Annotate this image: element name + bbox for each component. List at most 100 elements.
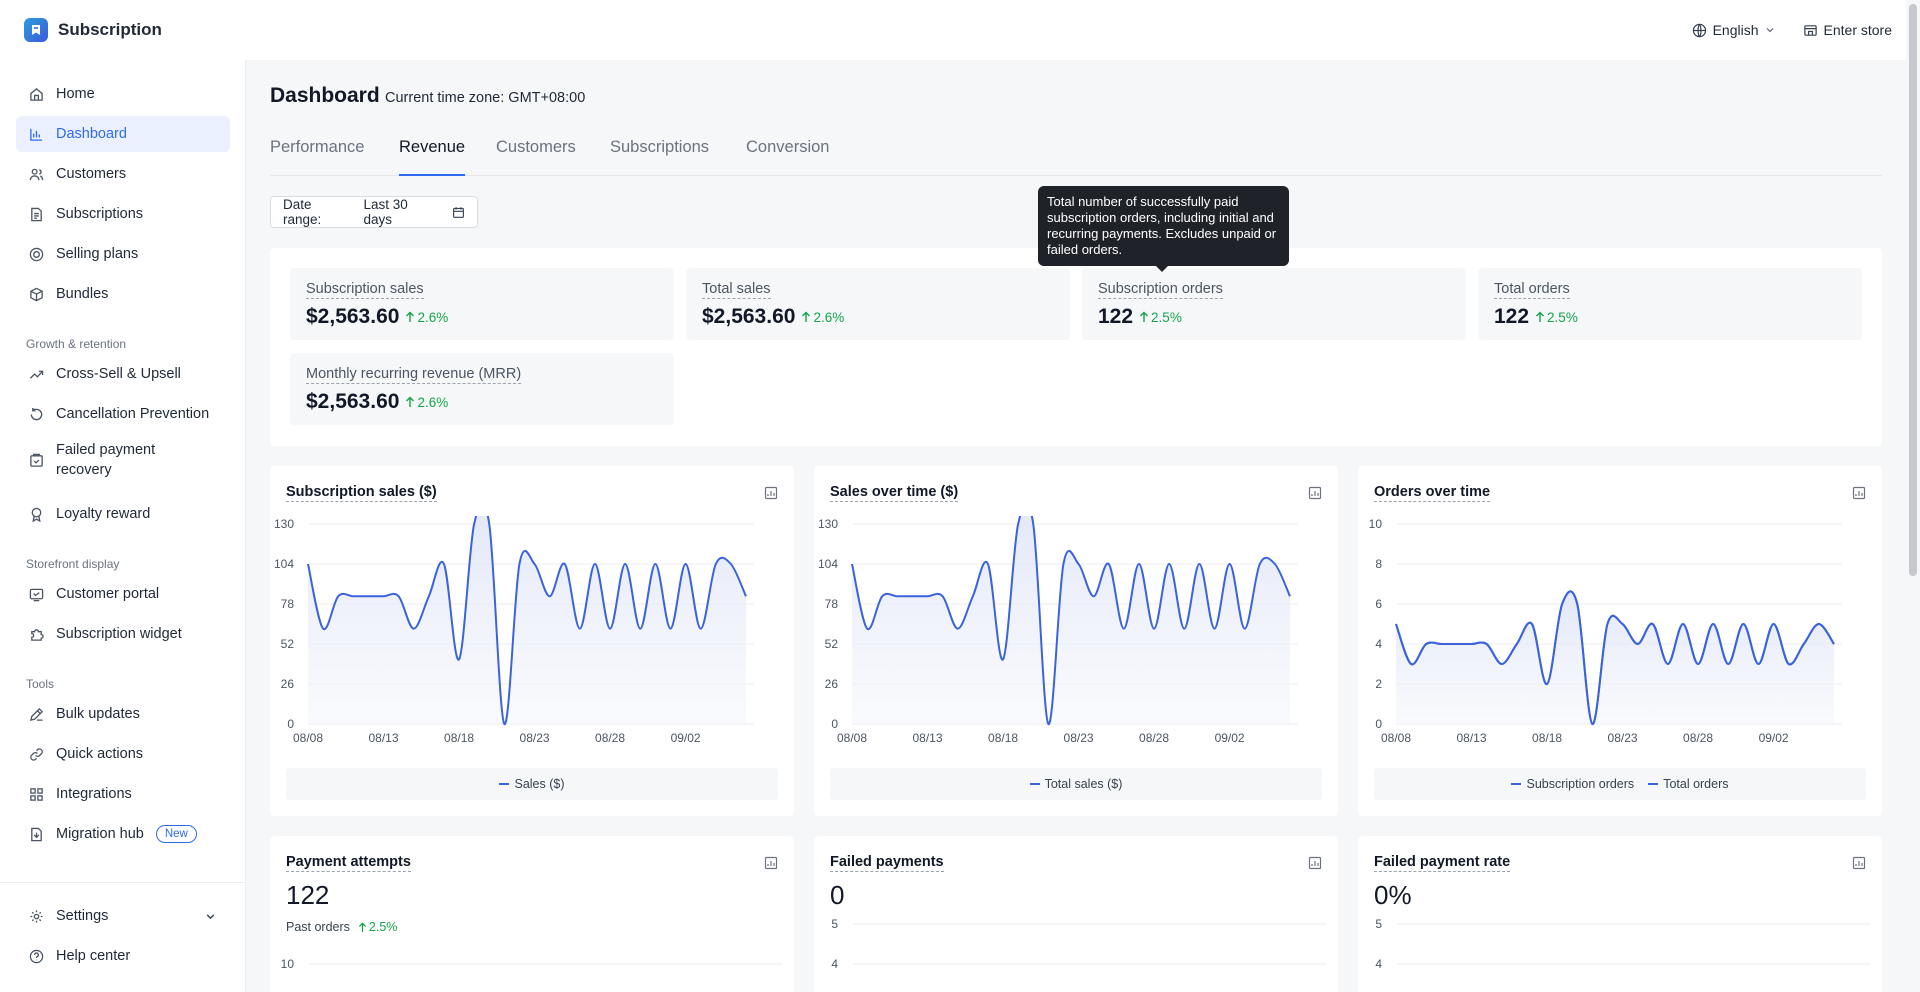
card-payment-attempts: Payment attempts 122 Past orders 2.5% 10… [270, 836, 794, 992]
x-tick-label: 08/13 [913, 731, 943, 745]
y-tick-label: 52 [281, 637, 295, 651]
x-tick-label: 08/08 [293, 731, 323, 745]
box-icon [28, 286, 44, 302]
date-range-picker[interactable]: Date range: Last 30 days [270, 196, 478, 228]
export-icon[interactable] [764, 856, 778, 870]
export-icon[interactable] [1308, 486, 1322, 500]
metric-label[interactable]: Monthly recurring revenue (MRR) [306, 366, 522, 384]
line-chart: 0 26 52 78 104 130 08/08 08/13 08/18 08/23 08/28 09… [818, 516, 1298, 745]
sidebar-item-subscription-widget[interactable]: Subscription widget [16, 616, 230, 652]
tab-subscriptions[interactable]: Subscriptions [610, 138, 710, 156]
metric-total-sales: Total sales $2,563.60 2.6% [686, 268, 1070, 340]
language-label: English [1712, 22, 1759, 38]
x-tick-label: 09/02 [1215, 731, 1245, 745]
app-logo [24, 18, 48, 42]
card-failed-payment-rate: Failed payment rate 0% 5 4 [1358, 836, 1882, 992]
page-scrollbar[interactable] [1906, 0, 1920, 992]
metric-subscription-orders: Subscription orders 122 2.5% [1082, 268, 1466, 340]
sidebar-item-help-center[interactable]: Help center [16, 938, 230, 974]
import-icon [28, 826, 44, 842]
card-title[interactable]: Failed payment rate [1374, 854, 1511, 872]
sidebar-item-home[interactable]: Home [16, 76, 230, 112]
series-line [851, 516, 1291, 726]
sidebar-divider [0, 882, 246, 883]
chart-title[interactable]: Orders over time [1374, 484, 1491, 502]
sidebar-item-label: Bundles [56, 286, 109, 302]
new-badge: New [155, 825, 197, 843]
tab-performance[interactable]: Performance [270, 138, 365, 156]
x-tick-label: 08/23 [1608, 731, 1638, 745]
chart-title[interactable]: Subscription sales ($) [286, 484, 437, 502]
sidebar-item-label: Settings [56, 908, 109, 924]
legend-item[interactable]: Subscription orders [1511, 777, 1634, 791]
export-icon[interactable] [764, 486, 778, 500]
sidebar-item-migration-hub[interactable]: Migration hub New [16, 816, 230, 852]
legend-item[interactable]: Sales ($) [499, 777, 565, 791]
calendar-icon [453, 206, 464, 218]
chart-card-subscription-sales: Subscription sales ($) 0 26 52 78 104 130 08/0… [270, 466, 794, 816]
metric-label[interactable]: Subscription sales [306, 281, 424, 299]
x-tick-label: 09/02 [671, 731, 701, 745]
tab-conversion[interactable]: Conversion [746, 138, 830, 156]
legend-item[interactable]: Total orders [1648, 777, 1729, 791]
page-title: Dashboard [270, 84, 380, 107]
arrow-up-icon [802, 311, 811, 322]
tab-revenue[interactable]: Revenue [399, 138, 466, 176]
sidebar-item-selling-plans[interactable]: Selling plans [16, 236, 230, 272]
sidebar-item-label: Migration hub [56, 826, 144, 842]
export-icon[interactable] [1308, 856, 1322, 870]
trend-indicator: 2.5% [1535, 310, 1578, 325]
sidebar-item-integrations[interactable]: Integrations [16, 776, 230, 812]
tab-bar: Performance Revenue Customers Subscripti… [270, 128, 1882, 176]
portal-icon [28, 586, 44, 602]
sidebar: Home Dashboard Customers Subscriptions S… [0, 60, 246, 992]
document-icon [28, 206, 44, 222]
enter-store-button[interactable]: Enter store [1803, 22, 1892, 38]
app-title: Subscription [58, 20, 162, 39]
sidebar-item-dashboard[interactable]: Dashboard [16, 116, 230, 152]
metric-label[interactable]: Total orders [1494, 281, 1570, 299]
sidebar-item-settings[interactable]: Settings [16, 898, 230, 934]
card-value: 0 [830, 880, 845, 910]
sidebar-item-label: Home [56, 86, 95, 102]
x-tick-label: 08/23 [520, 731, 550, 745]
language-selector[interactable]: English [1692, 22, 1775, 38]
card-title[interactable]: Failed payments [830, 854, 944, 872]
sidebar-item-quick-actions[interactable]: Quick actions [16, 736, 230, 772]
timezone-label: Current time zone: GMT+08:00 [385, 90, 586, 106]
sidebar-item-loyalty-reward[interactable]: Loyalty reward [16, 496, 230, 532]
sidebar-item-bulk-updates[interactable]: Bulk updates [16, 696, 230, 732]
scrollbar-thumb[interactable] [1909, 4, 1917, 576]
sidebar-item-label: Failed payment recovery [56, 442, 156, 478]
x-tick-label: 08/18 [988, 731, 1018, 745]
metric-label[interactable]: Total sales [702, 281, 771, 299]
y-tick-label: 130 [818, 517, 838, 531]
arrow-up-icon [406, 396, 415, 407]
sidebar-item-customers[interactable]: Customers [16, 156, 230, 192]
sidebar-item-customer-portal[interactable]: Customer portal [16, 576, 230, 612]
metric-label[interactable]: Subscription orders [1098, 281, 1223, 299]
sidebar-item-label: Subscriptions [56, 206, 144, 222]
sidebar-item-label: Customers [56, 166, 127, 182]
help-icon [28, 948, 44, 964]
area-fill [852, 516, 1290, 725]
trend-indicator: 2.5% [358, 920, 397, 934]
export-icon[interactable] [1852, 856, 1866, 870]
sidebar-item-subscriptions[interactable]: Subscriptions [16, 196, 230, 232]
sidebar-item-bundles[interactable]: Bundles [16, 276, 230, 312]
enter-store-label: Enter store [1823, 22, 1892, 38]
link-icon [28, 746, 44, 762]
legend-item[interactable]: Total sales ($) [1029, 777, 1122, 791]
x-tick-label: 08/18 [1532, 731, 1562, 745]
chart-title[interactable]: Sales over time ($) [830, 484, 959, 502]
trend-value: 2.6% [813, 309, 845, 325]
chart-legend: Sales ($) [286, 768, 778, 800]
sidebar-item-cross-sell[interactable]: Cross-Sell & Upsell [16, 356, 230, 392]
card-title[interactable]: Payment attempts [286, 854, 411, 872]
tab-customers[interactable]: Customers [496, 138, 576, 156]
export-icon[interactable] [1852, 486, 1866, 500]
sidebar-item-failed-payment-recovery[interactable]: Failed payment recovery [16, 436, 206, 484]
rotate-icon [28, 406, 44, 422]
x-tick-label: 08/13 [369, 731, 399, 745]
sidebar-item-cancellation-prevention[interactable]: Cancellation Prevention [16, 396, 230, 432]
